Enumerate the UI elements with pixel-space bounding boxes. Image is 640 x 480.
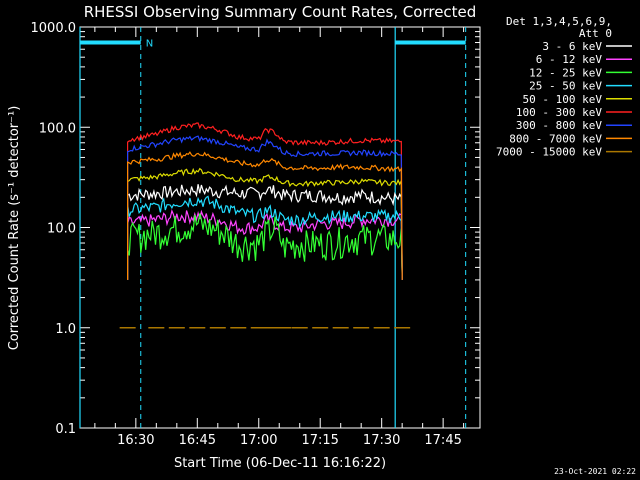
x-tick-label: 17:45 xyxy=(424,433,461,448)
y-tick-label: 0.1 xyxy=(55,422,76,437)
legend-entry-label: 12 - 25 keV xyxy=(529,66,602,79)
legend-entry-label: 800 - 7000 keV xyxy=(509,132,602,145)
x-tick-label: 17:30 xyxy=(363,433,400,448)
legend-header-line2: Att 0 xyxy=(579,27,612,40)
y-tick-label: 1000.0 xyxy=(31,21,77,36)
legend-entry-label: 100 - 300 keV xyxy=(516,106,602,119)
legend-entry-label: 50 - 100 keV xyxy=(523,93,603,106)
plot-frame xyxy=(79,26,481,429)
legend-entry-label: 25 - 50 keV xyxy=(529,80,602,93)
footer-date: 23-Oct-2021 02:22 xyxy=(554,467,636,476)
series-25-50-kev-line xyxy=(126,195,403,280)
series-300-800-kev-line xyxy=(126,135,403,280)
x-axis-label: Start Time (06-Dec-11 16:16:22) xyxy=(174,456,386,471)
x-tick-label: 17:15 xyxy=(301,433,338,448)
y-axis-label: Corrected Count Rate (s⁻¹ detector⁻¹) xyxy=(7,106,22,351)
series-800-7000-kev-line xyxy=(126,151,403,280)
x-tick-label: 17:00 xyxy=(240,433,277,448)
plot-layer: 0.1 1.0 10.0 100.0 1000.0 16:30 16:45 17:00 17:1… xyxy=(31,21,481,448)
y-tick-label: 1.0 xyxy=(55,322,76,337)
legend-entry-label: 7000 - 15000 keV xyxy=(496,146,602,159)
chart-title: RHESSI Observing Summary Count Rates, Co… xyxy=(84,3,477,21)
series-12-25-kev-line xyxy=(126,213,403,280)
series-100-300-kev-line xyxy=(126,122,403,280)
legend-header-line1: Det 1,3,4,5,6,9, xyxy=(506,15,612,28)
legend-entry-label: 6 - 12 keV xyxy=(536,53,603,66)
legend-entry-label: 300 - 800 keV xyxy=(516,119,602,132)
series-3-6-kev-line xyxy=(126,184,403,280)
x-tick-label: 16:45 xyxy=(179,433,216,448)
series-50-100-kev-line xyxy=(126,167,403,280)
y-tick-label: 10.0 xyxy=(47,222,76,237)
legend-entry-label: 3 - 6 keV xyxy=(542,40,602,53)
x-tick-label: 16:30 xyxy=(117,433,154,448)
night-marker-label: N xyxy=(146,39,153,50)
y-tick-label: 100.0 xyxy=(39,121,76,136)
